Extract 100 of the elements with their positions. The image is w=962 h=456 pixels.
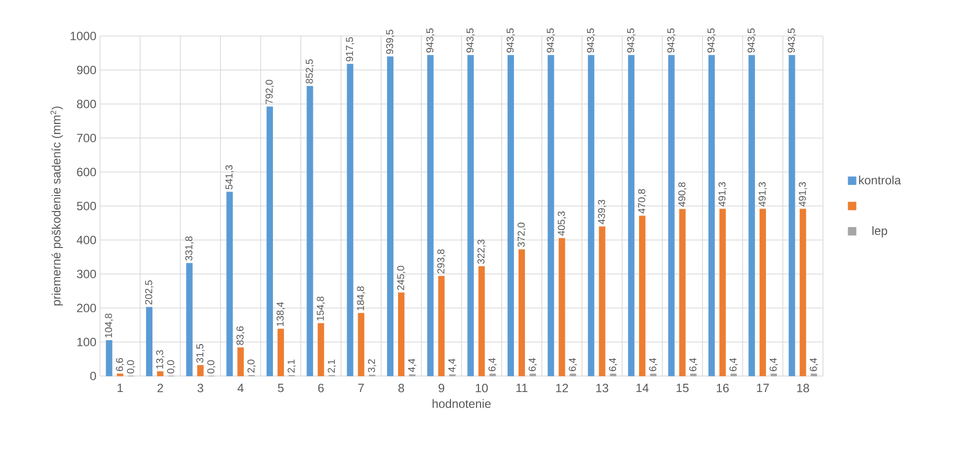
bar: [598, 226, 606, 376]
x-tick-label: 13: [596, 384, 608, 392]
y-tick-label: 900: [77, 66, 96, 74]
bar: [770, 374, 777, 376]
x-tick-label: 3: [198, 384, 204, 392]
y-tick-label: 400: [76, 236, 96, 244]
legend-label: lep: [872, 226, 888, 238]
data-label: 104,8: [104, 314, 114, 338]
data-label: 439,3: [598, 200, 606, 224]
x-tick-label: 4: [238, 384, 244, 392]
data-label: 943,5: [627, 28, 636, 53]
x-tick-label: 9: [438, 384, 444, 392]
x-tick-label: 2: [158, 384, 163, 392]
bar: [157, 371, 164, 376]
data-label: 490,8: [678, 182, 687, 207]
data-label: 0,0: [126, 360, 136, 374]
bar: [800, 208, 806, 376]
data-label: 6,4: [608, 358, 618, 372]
bar: [610, 374, 616, 376]
x-tick-label: 17: [756, 384, 769, 392]
data-label: 943,5: [707, 28, 716, 53]
bar: [650, 374, 656, 376]
bar: [530, 374, 536, 376]
bar: [106, 340, 112, 376]
x-tick-label: 5: [278, 384, 284, 392]
data-label: 917,5: [346, 37, 354, 62]
data-label: 6,4: [488, 358, 497, 372]
bar: [748, 55, 755, 376]
bar: [146, 306, 152, 376]
bar: [398, 292, 404, 376]
data-label: 4,4: [408, 358, 416, 372]
bar: [548, 55, 554, 376]
y-tick-label: 1000: [70, 32, 96, 40]
y-tick-label: 300: [76, 270, 96, 278]
bar: [570, 374, 576, 376]
bar: [489, 374, 496, 376]
bar: [508, 55, 514, 376]
bar: [478, 266, 485, 376]
bar: [690, 374, 697, 376]
bar: [730, 374, 737, 376]
data-label: 792,0: [266, 80, 274, 104]
data-label: 2,1: [288, 360, 296, 373]
bar: [788, 55, 796, 376]
data-label: 405,3: [558, 211, 566, 236]
data-label: 6,4: [810, 358, 818, 372]
data-label: 0,0: [167, 360, 176, 374]
data-label: 6,4: [528, 358, 537, 372]
data-label: 0,0: [207, 360, 216, 374]
bar: [467, 55, 474, 376]
bar: [358, 312, 364, 376]
y-tick-label: 0: [90, 372, 96, 380]
x-tick-label: 14: [636, 384, 649, 392]
bar: [708, 55, 715, 376]
x-tick-label: 1: [118, 384, 123, 392]
data-label: 293,8: [437, 249, 446, 274]
data-label: 6,6: [116, 358, 124, 372]
data-label: 491,3: [798, 182, 808, 207]
x-axis-title: hodnotenie: [432, 399, 491, 408]
x-tick-label: 11: [516, 384, 528, 392]
data-label: 470,8: [638, 189, 646, 214]
bar: [266, 106, 273, 376]
bar: [186, 262, 193, 376]
bar: [588, 55, 594, 376]
x-tick-label: 15: [676, 384, 689, 392]
data-label: 6,4: [770, 358, 778, 372]
bar: [679, 208, 686, 376]
data-label: 3,2: [368, 359, 376, 372]
bar: [306, 86, 314, 376]
data-label: 491,3: [718, 182, 727, 207]
legend-label: kontrola: [859, 176, 901, 184]
data-label: 852,5: [306, 59, 314, 84]
x-tick-label: 8: [398, 384, 404, 392]
y-tick-label: 100: [77, 338, 96, 346]
bar: [628, 55, 634, 376]
y-tick-label: 500: [76, 202, 96, 210]
bar: [278, 328, 284, 376]
bar: [226, 192, 233, 376]
data-label: 372,0: [518, 222, 526, 247]
data-label: 943,5: [788, 28, 796, 53]
data-label: 943,5: [586, 28, 596, 53]
data-label: 6,4: [568, 358, 578, 372]
bar: [427, 55, 434, 376]
data-label: 138,4: [276, 302, 285, 326]
data-label: 6,4: [649, 358, 658, 372]
bar: [346, 64, 354, 376]
data-label: 83,6: [236, 326, 245, 345]
data-label: 13,3: [156, 350, 164, 369]
x-tick-label: 12: [556, 384, 568, 392]
data-label: 491,3: [758, 182, 767, 207]
bar: [438, 276, 445, 376]
data-label: 541,3: [225, 165, 234, 190]
x-tick-label: 6: [318, 384, 324, 392]
data-label: 202,5: [145, 280, 154, 304]
x-tick-label: 18: [797, 384, 810, 392]
data-label: 4,4: [448, 358, 457, 372]
data-label: 184,8: [356, 286, 366, 310]
y-tick-label: 700: [77, 134, 96, 142]
bar: [558, 238, 566, 376]
data-label: 322,3: [477, 240, 486, 264]
data-label: 2,1: [328, 360, 336, 373]
